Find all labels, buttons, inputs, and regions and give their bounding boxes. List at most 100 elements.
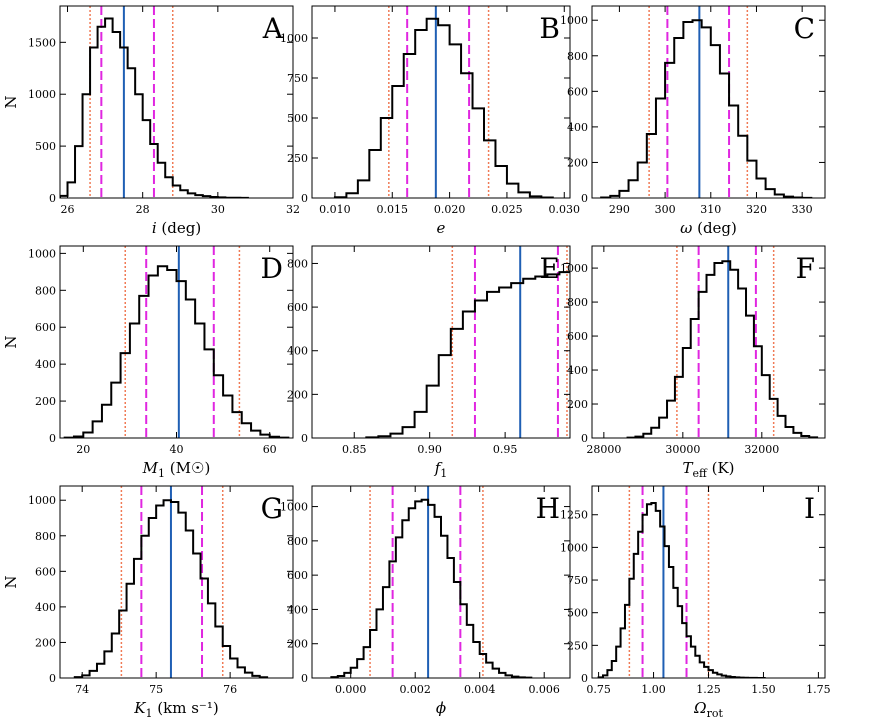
panel-letter-C: C — [794, 12, 815, 45]
ytick-label-F-0: 0 — [581, 432, 588, 445]
xtick-label-G-1: 75 — [149, 683, 163, 696]
ytick-label-D-0: 0 — [49, 432, 56, 445]
xtick-label-G-2: 76 — [223, 683, 237, 696]
histogram-I — [597, 501, 766, 678]
ytick-label-B-4: 1000 — [280, 32, 308, 45]
ytick-label-G-5: 1000 — [28, 494, 56, 507]
ytick-label-H-5: 1000 — [280, 501, 308, 514]
axes-frame-H — [311, 485, 571, 679]
ytick-label-H-4: 800 — [287, 535, 308, 548]
panel-letter-E: E — [540, 252, 560, 285]
xlabel-G: K1 (km s⁻¹) — [133, 699, 218, 720]
xtick-label-I-2: 1.25 — [696, 683, 721, 696]
xtick-label-B-1: 0.015 — [377, 203, 409, 216]
ytick-label-C-2: 400 — [567, 121, 588, 134]
xlabel-D: M1 (M☉) — [142, 459, 211, 480]
xtick-label-H-2: 0.004 — [464, 683, 496, 696]
panel-I: 0.75 1.00 1.25 1.50 1.75 0 250 500 750 1000 1250 Ωr… — [560, 485, 831, 720]
xtick-label-F-1: 30000 — [665, 443, 700, 456]
ytick-label-B-2: 500 — [287, 112, 308, 125]
xtick-label-C-2: 310 — [700, 203, 721, 216]
xlabel-F: Teff (K) — [682, 459, 734, 480]
ytick-label-F-4: 800 — [567, 296, 588, 309]
axes-frame-F — [591, 245, 826, 439]
xtick-label-A-1: 28 — [136, 203, 150, 216]
ytick-label-F-1: 200 — [567, 398, 588, 411]
ytick-label-B-0: 0 — [301, 192, 308, 205]
ytick-label-D-4: 800 — [35, 284, 56, 297]
xtick-label-A-3: 32 — [286, 203, 300, 216]
ytick-label-C-1: 200 — [567, 156, 588, 169]
ytick-label-H-1: 200 — [287, 638, 308, 651]
xlabel-B: e — [437, 219, 446, 237]
xtick-label-E-2: 0.95 — [493, 443, 518, 456]
xtick-label-I-3: 1.50 — [751, 683, 776, 696]
xtick-label-A-0: 26 — [61, 203, 75, 216]
xtick-label-H-0: 0.000 — [335, 683, 367, 696]
xtick-label-E-1: 0.90 — [417, 443, 442, 456]
ytick-label-F-2: 400 — [567, 364, 588, 377]
histogram-D — [63, 265, 290, 438]
ytick-label-C-5: 1000 — [560, 14, 588, 27]
panel-H: 0.000 0.002 0.004 0.006 0 200 400 600 800 1000 ϕ H — [280, 485, 571, 717]
panel-letter-D: D — [261, 252, 283, 285]
xtick-label-D-2: 60 — [263, 443, 277, 456]
xtick-label-A-2: 30 — [211, 203, 225, 216]
ytick-label-E-4: 800 — [287, 257, 308, 270]
histogram-H — [330, 498, 533, 678]
panel-B: 0.010 0.015 0.020 0.025 0.030 0 250 500 750 1000 e… — [280, 5, 580, 237]
histogram-E — [365, 271, 570, 438]
xtick-label-I-0: 0.75 — [586, 683, 611, 696]
ytick-label-H-2: 400 — [287, 603, 308, 616]
panel-E: 0.85 0.90 0.95 0 200 400 600 800 f1 E — [287, 245, 571, 480]
ylabel-G: N — [2, 575, 20, 588]
ytick-label-D-2: 400 — [35, 358, 56, 371]
ytick-label-A-0: 0 — [49, 192, 56, 205]
ytick-label-D-5: 1000 — [28, 247, 56, 260]
ytick-label-I-1: 250 — [567, 639, 588, 652]
axes-frame-A — [59, 5, 294, 199]
xtick-label-H-3: 0.006 — [528, 683, 560, 696]
xtick-label-I-1: 1.00 — [641, 683, 666, 696]
xtick-label-F-0: 28000 — [586, 443, 621, 456]
ytick-label-I-4: 1000 — [560, 541, 588, 554]
ytick-label-B-3: 750 — [287, 72, 308, 85]
xlabel-E: f1 — [434, 459, 448, 480]
xtick-label-D-0: 20 — [76, 443, 90, 456]
ytick-label-D-3: 600 — [35, 321, 56, 334]
xtick-label-C-3: 320 — [746, 203, 767, 216]
xtick-label-I-4: 1.75 — [806, 683, 831, 696]
axes-frame-G — [59, 485, 294, 679]
xtick-label-F-2: 32000 — [744, 443, 779, 456]
panel-letter-A: A — [262, 12, 284, 45]
ytick-label-E-3: 600 — [287, 301, 308, 314]
ytick-label-G-2: 400 — [35, 601, 56, 614]
xtick-label-B-2: 0.020 — [434, 203, 466, 216]
panel-A: 26 28 30 32 0 500 1000 1500 i (deg) A N — [2, 5, 300, 237]
histogram-F — [626, 260, 819, 438]
ytick-label-F-5: 1000 — [560, 262, 588, 275]
ytick-label-H-0: 0 — [301, 672, 308, 685]
ytick-label-A-2: 1000 — [28, 88, 56, 101]
panel-letter-B: B — [539, 12, 560, 45]
panel-F: 28000 30000 32000 0 200 400 600 800 1000 Teff (K)… — [560, 245, 826, 480]
axes-frame-B — [311, 5, 571, 199]
panel-letter-G: G — [261, 492, 283, 525]
panel-letter-H: H — [536, 492, 560, 525]
xtick-label-C-1: 300 — [655, 203, 676, 216]
ytick-label-H-3: 600 — [287, 569, 308, 582]
xtick-label-E-0: 0.85 — [342, 443, 367, 456]
ytick-label-I-2: 500 — [567, 607, 588, 620]
ytick-label-C-4: 800 — [567, 50, 588, 63]
xlabel-C: ω (deg) — [680, 219, 737, 237]
ylabel-A: N — [2, 95, 20, 108]
xlabel-A: i (deg) — [152, 219, 201, 237]
xtick-label-C-4: 330 — [792, 203, 813, 216]
ytick-label-G-3: 600 — [35, 565, 56, 578]
ytick-label-I-3: 750 — [567, 574, 588, 587]
axes-frame-E — [311, 245, 571, 439]
histogram-G — [73, 499, 269, 678]
ytick-label-E-2: 400 — [287, 345, 308, 358]
panel-G: 74 75 76 0 200 400 600 800 1000 K1 (km s⁻¹) G N — [2, 485, 294, 720]
